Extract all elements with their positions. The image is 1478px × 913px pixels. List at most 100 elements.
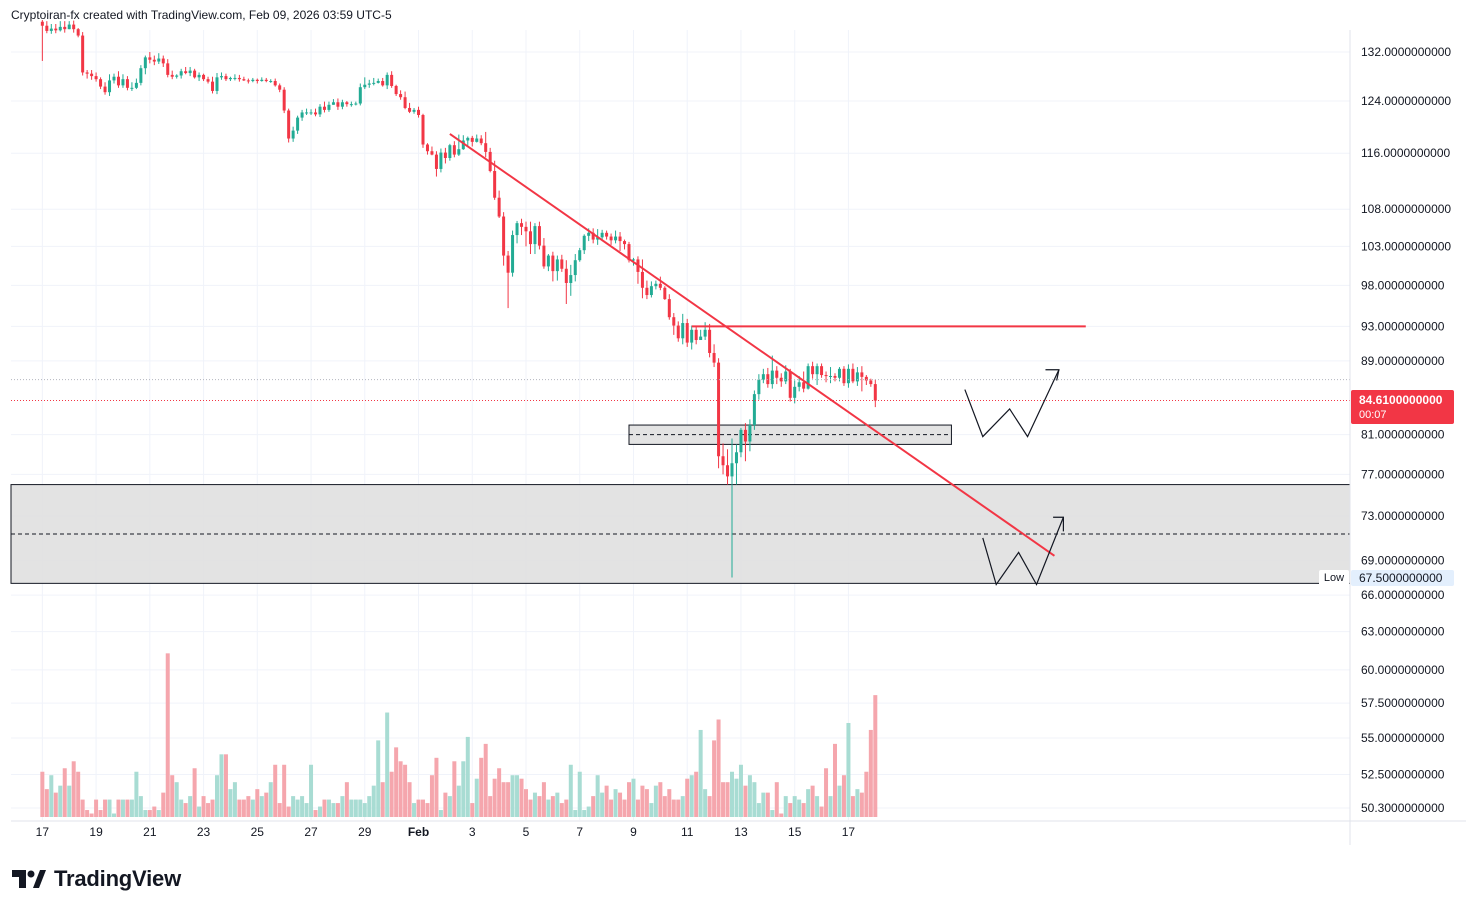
candle-body bbox=[215, 77, 219, 91]
volume-bar bbox=[756, 803, 761, 817]
volume-bar bbox=[837, 785, 842, 817]
volume-bar bbox=[725, 782, 730, 817]
price-tick-label: 132.0000000000 bbox=[1361, 45, 1451, 59]
volume-bar bbox=[286, 806, 291, 817]
candle-body bbox=[322, 106, 326, 110]
time-tick-label: 23 bbox=[197, 825, 211, 839]
volume-bar bbox=[801, 803, 806, 817]
volume-bar bbox=[573, 810, 578, 817]
volume-bar bbox=[824, 768, 829, 817]
volume-bar bbox=[591, 796, 596, 817]
candle-body bbox=[148, 57, 152, 60]
candle-body bbox=[672, 317, 676, 326]
candle-body bbox=[161, 58, 165, 64]
volume-bar bbox=[412, 803, 417, 817]
candle-body bbox=[806, 366, 810, 389]
volume-bar bbox=[385, 712, 390, 817]
candle-body bbox=[202, 74, 206, 80]
candle-body bbox=[663, 287, 667, 300]
volume-bar bbox=[443, 792, 448, 817]
volume-bar bbox=[223, 754, 228, 817]
volume-bar bbox=[183, 803, 188, 817]
volume-bar bbox=[161, 792, 166, 817]
candle-body bbox=[667, 299, 671, 318]
candle-body bbox=[873, 384, 877, 401]
candle-body bbox=[717, 362, 721, 457]
candle-body bbox=[779, 377, 783, 382]
volume-bar bbox=[201, 796, 206, 817]
bar-countdown: 00:07 bbox=[1359, 409, 1387, 421]
candle-body bbox=[564, 268, 568, 283]
candle-body bbox=[748, 425, 752, 442]
candle-body bbox=[399, 94, 403, 98]
price-tick-label: 103.0000000000 bbox=[1361, 239, 1451, 253]
candle-body bbox=[40, 21, 44, 26]
volume-bar bbox=[488, 796, 493, 817]
tradingview-logo[interactable]: TradingView bbox=[12, 866, 181, 892]
volume-bar bbox=[40, 771, 45, 817]
candle-body bbox=[528, 231, 532, 245]
volume-bar bbox=[120, 799, 125, 817]
candle-body bbox=[466, 137, 470, 141]
candle-body bbox=[219, 76, 223, 78]
candle-body bbox=[425, 144, 429, 152]
candle-body bbox=[121, 79, 125, 86]
candle-body bbox=[784, 371, 788, 382]
volume-bar bbox=[519, 778, 524, 817]
volume-bar bbox=[631, 778, 636, 817]
volume-bars bbox=[40, 653, 878, 817]
volume-bar bbox=[864, 771, 869, 817]
volume-bar bbox=[255, 789, 260, 817]
downtrend-line bbox=[449, 133, 1056, 557]
volume-bar bbox=[689, 775, 694, 817]
candle-body bbox=[421, 115, 425, 145]
volume-bar bbox=[474, 778, 479, 817]
candle-body bbox=[318, 106, 322, 115]
volume-bar bbox=[282, 764, 287, 817]
candle-body bbox=[340, 102, 344, 107]
candle-body bbox=[842, 368, 846, 384]
candle-body bbox=[493, 171, 497, 198]
candle-body bbox=[739, 429, 743, 453]
candle-body bbox=[300, 112, 304, 118]
volume-bar bbox=[371, 785, 376, 817]
volume-bar bbox=[165, 653, 170, 817]
volume-bar bbox=[206, 803, 211, 817]
volume-bar bbox=[792, 796, 797, 817]
candle-body bbox=[542, 245, 546, 267]
candle-body bbox=[457, 149, 461, 155]
volume-bar bbox=[85, 810, 90, 817]
volume-bar bbox=[734, 778, 739, 817]
volume-bar bbox=[532, 792, 537, 817]
candle-body bbox=[627, 244, 631, 261]
volume-bar bbox=[465, 736, 470, 817]
candle-body bbox=[851, 368, 855, 382]
candle-body bbox=[385, 74, 389, 86]
candle-body bbox=[533, 226, 537, 245]
volume-bar bbox=[246, 796, 251, 817]
volume-bar bbox=[707, 796, 712, 817]
volume-bar bbox=[228, 789, 233, 817]
candle-body bbox=[479, 138, 483, 144]
volume-bar bbox=[134, 771, 139, 817]
candle-body bbox=[273, 81, 277, 86]
candle-body bbox=[314, 112, 318, 115]
candle-body bbox=[94, 76, 98, 80]
volume-bar bbox=[797, 799, 802, 817]
volume-bar bbox=[506, 782, 511, 817]
volume-bar bbox=[44, 789, 49, 817]
volume-bar bbox=[331, 803, 336, 817]
candle-body bbox=[139, 68, 143, 83]
volume-bar bbox=[116, 799, 121, 817]
candle-body bbox=[108, 80, 112, 93]
volume-bar bbox=[237, 799, 242, 817]
volume-bar bbox=[259, 796, 264, 817]
volume-bar bbox=[694, 771, 699, 817]
volume-bar bbox=[335, 803, 340, 817]
low-price: 67.5000000000 bbox=[1351, 570, 1454, 586]
volume-bar bbox=[53, 792, 58, 817]
volume-bar bbox=[492, 778, 497, 817]
volume-bar bbox=[537, 796, 542, 817]
candle-body bbox=[381, 81, 385, 86]
